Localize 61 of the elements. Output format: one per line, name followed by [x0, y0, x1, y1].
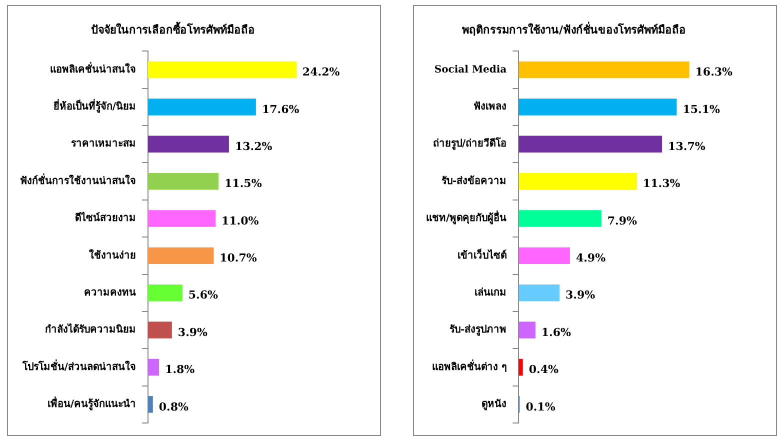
- data-label: 17.6%: [262, 102, 300, 116]
- data-label: 10.7%: [220, 252, 258, 265]
- bar: [518, 284, 560, 302]
- bar: [518, 247, 570, 264]
- y-tick-label: เข้าเว็บไซต์: [458, 247, 507, 262]
- y-tick-label: ฟังเพลง: [474, 100, 507, 113]
- data-label: 11.5%: [224, 177, 262, 190]
- y-tick-label: ราคาเหมาะสม: [71, 138, 136, 150]
- data-label: 11.0%: [221, 214, 260, 228]
- data-label: 11.3%: [642, 177, 681, 190]
- chart-title: ปัจจัยในการเลือกซื้อโทรศัพท์มือถือ: [91, 21, 255, 36]
- chart-title: พฤติกรรมการใช้งาน/ฟังก์ชั่นของโทรศัพท์มือถือ: [462, 21, 686, 36]
- bar: [518, 358, 523, 376]
- data-label: 0.1%: [526, 400, 556, 414]
- data-label: 1.8%: [165, 363, 196, 376]
- data-label: 16.3%: [695, 66, 734, 79]
- bar: [518, 322, 536, 338]
- data-label: 3.9%: [178, 326, 208, 339]
- y-tick-label: ฟังก์ชั่นการใช้งานน่าสนใจ: [20, 172, 136, 187]
- y-tick-label: เล่นเกม: [474, 286, 507, 298]
- y-tick-label: แอพลิเคชั่นน่าสนใจ: [50, 61, 136, 76]
- bar: [148, 247, 214, 264]
- bar: [148, 98, 256, 116]
- y-tick-label: ยี่ห้อเป็นที่รู้จัก/นิยม: [53, 98, 136, 114]
- data-label: 15.1%: [682, 102, 720, 116]
- bar: [148, 284, 182, 302]
- bar: [518, 61, 690, 78]
- bar: [148, 322, 172, 338]
- data-label: 13.7%: [668, 140, 706, 154]
- y-tick-label: ใช้งานง่าย: [89, 248, 136, 262]
- y-tick-label: ความคงทน: [84, 287, 136, 298]
- data-label: 1.6%: [541, 326, 572, 339]
- data-label: 3.9%: [565, 288, 596, 302]
- bar: [518, 136, 662, 153]
- data-label: 5.6%: [188, 288, 218, 302]
- y-tick-label: แชท/พูดคุยกับผู้อื่น: [426, 210, 507, 226]
- bar: [518, 210, 602, 227]
- data-label: 13.2%: [234, 140, 273, 154]
- data-label: 4.9%: [576, 252, 606, 265]
- bar: [148, 61, 296, 78]
- data-label: 0.8%: [158, 400, 190, 414]
- y-tick-label: ถ่ายรูป/ถ่ายวีดีโอ: [432, 136, 507, 151]
- bar: [518, 172, 637, 190]
- bar: [148, 136, 229, 153]
- y-tick-label: Social Media: [434, 64, 508, 76]
- data-label: 7.9%: [607, 214, 638, 228]
- y-tick-label: ดูหนัง: [482, 398, 507, 412]
- y-tick-label: กำลังได้รับความนิยม: [45, 322, 136, 336]
- data-label: 0.4%: [528, 363, 559, 376]
- bar: [148, 210, 216, 227]
- bar: [148, 172, 219, 190]
- bar: [148, 358, 160, 376]
- data-label: 24.2%: [302, 66, 340, 79]
- y-tick-label: โปรโมชั่น/ส่วนลดน่าสนใจ: [21, 358, 136, 373]
- y-tick-label: รับ-ส่งรูปภาพ: [449, 324, 507, 337]
- y-tick-label: แอพลิเคชั่นต่าง ๆ: [432, 358, 507, 373]
- y-tick-label: เพื่อน/คนรู้จักแนะนำ: [47, 396, 136, 412]
- y-tick-label: รับ-ส่งข้อความ: [441, 174, 507, 187]
- y-tick-label: ดีไซน์สวยงาม: [75, 211, 136, 224]
- bar: [518, 98, 677, 116]
- bar: [148, 396, 153, 413]
